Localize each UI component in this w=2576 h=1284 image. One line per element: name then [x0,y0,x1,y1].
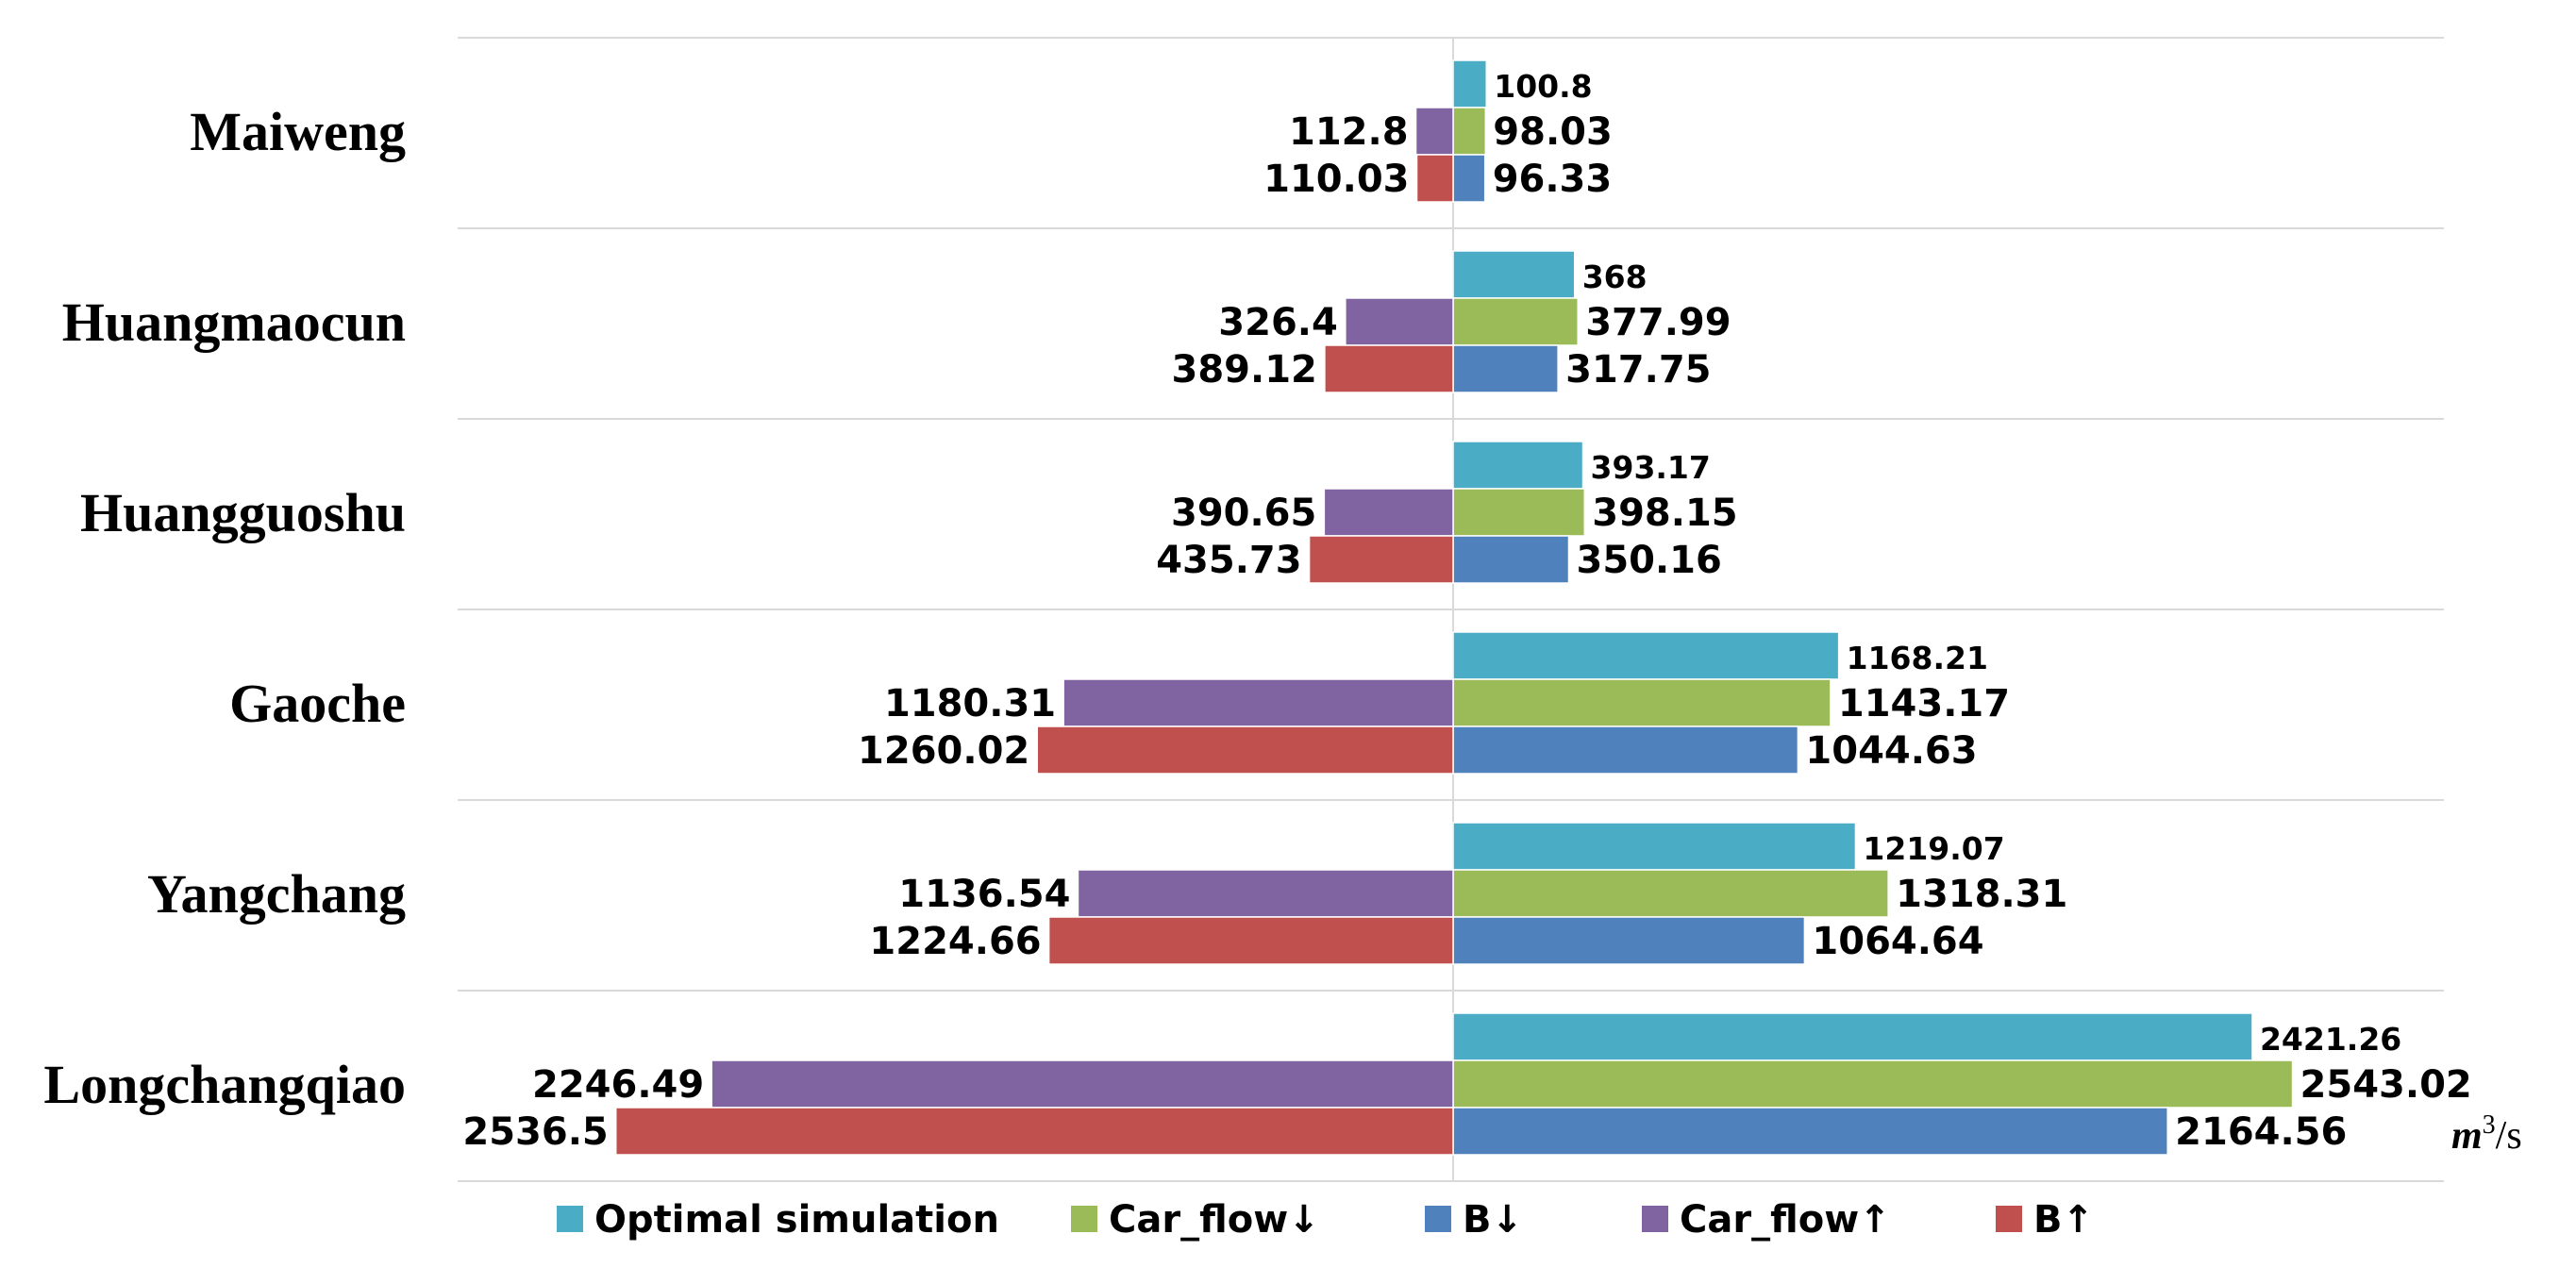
legend-label: B↓ [1463,1198,1523,1242]
value-label: 2421.26 [2260,1021,2401,1058]
value-label: 2246.49 [532,1063,704,1107]
value-label: 1136.54 [898,873,1070,916]
value-label: 100.8 [1494,68,1592,105]
category-label-huangguoshu: Huangguoshu [80,482,406,543]
bar-b--gaoche [1036,725,1454,775]
value-label: 1064.64 [1812,920,1983,963]
bar-car-flow--yangchang [1077,869,1454,918]
legend-swatch [1071,1206,1097,1232]
bar-car-flow--maiweng [1452,107,1487,156]
bar-b--huangguoshu [1452,535,1570,584]
bar-b--yangchang [1047,916,1454,965]
legend-label: Optimal simulation [594,1198,999,1242]
bar-b--maiweng [1452,154,1486,203]
value-label: 1318.31 [1896,873,2067,916]
value-label: 110.03 [1263,158,1409,201]
bar-car-flow--huangguoshu [1452,488,1586,537]
legend-label: B↑ [2033,1198,2094,1242]
bar-optimal-simulation-yangchang [1452,822,1857,871]
legend-swatch [557,1206,583,1232]
legend-swatch [1425,1206,1451,1232]
category-label-longchangqiao: Longchangqiao [43,1054,406,1115]
bar-car-flow--maiweng [1414,107,1454,156]
bar-optimal-simulation-longchangqiao [1452,1012,2253,1061]
value-label: 98.03 [1493,110,1613,154]
unit-exponent: 3 [2483,1110,2496,1140]
category-labels: Maiweng Huangmaocun Huangguoshu Gaoche Yangc… [43,101,406,1115]
bar-car-flow--gaoche [1062,678,1454,727]
unit-rest: /s [2496,1114,2522,1158]
value-label: 1260.02 [858,729,1029,773]
value-label: 393.17 [1591,449,1711,486]
value-label: 2536.5 [462,1110,608,1154]
value-label: 2164.56 [2175,1110,2347,1154]
bar-car-flow--gaoche [1452,678,1832,727]
value-label: 1224.66 [869,920,1041,963]
bar-b--gaoche [1452,725,1799,775]
bar-b--yangchang [1452,916,1806,965]
legend: Optimal simulation Car_flow↓ B↓ Car_flow↑ B↑ [557,1198,2094,1242]
value-label: 2543.02 [2300,1063,2472,1107]
value-label: 1168.21 [1847,640,1988,676]
bar-car-flow--huangguoshu [1323,488,1454,537]
grid-layer [458,37,2444,1182]
value-label: 350.16 [1576,539,1721,582]
bar-b--maiweng [1415,154,1454,203]
value-label: 1044.63 [1805,729,1977,773]
legend-label: Car_flow↓ [1109,1198,1320,1242]
bar-optimal-simulation-huangmaocun [1452,250,1576,299]
unit-label: m3/s [2451,1110,2522,1158]
bar-b--huangmaocun [1452,344,1559,393]
value-label: 398.15 [1592,492,1737,535]
bar-b--huangmaocun [1324,344,1454,393]
bar-b--longchangqiao [614,1107,1454,1156]
bar-optimal-simulation-huangguoshu [1452,441,1584,490]
bar-optimal-simulation-gaoche [1452,631,1840,680]
bar-layer [614,59,2294,1156]
bar-car-flow--huangmaocun [1452,297,1579,346]
bar-b--huangguoshu [1308,535,1454,584]
value-label: 377.99 [1585,301,1731,344]
value-label: 389.12 [1172,348,1317,392]
category-label-gaoche: Gaoche [229,673,406,734]
value-label: 368 [1582,258,1648,295]
bar-car-flow--yangchang [1452,869,1889,918]
bar-b--longchangqiao [1452,1107,2168,1156]
value-label: 390.65 [1171,492,1316,535]
value-label: 1180.31 [884,682,1056,725]
legend-swatch [1642,1206,1668,1232]
value-label: 96.33 [1493,158,1613,201]
legend-label: Car_flow↑ [1680,1198,1891,1242]
category-label-huangmaocun: Huangmaocun [62,292,406,353]
value-label: 1219.07 [1863,830,2004,867]
category-label-yangchang: Yangchang [147,863,406,925]
value-label: 326.4 [1218,301,1338,344]
value-label: 317.75 [1565,348,1711,392]
value-label: 435.73 [1156,539,1301,582]
value-label: 1143.17 [1838,682,2010,725]
bar-car-flow--longchangqiao [1452,1059,2294,1109]
value-label: 112.8 [1289,110,1409,154]
unit-base: m [2451,1114,2483,1158]
bar-optimal-simulation-maiweng [1452,59,1488,108]
bar-car-flow--longchangqiao [711,1059,1454,1109]
legend-swatch [1996,1206,2022,1232]
bar-car-flow--huangmaocun [1345,297,1454,346]
category-label-maiweng: Maiweng [190,101,406,162]
